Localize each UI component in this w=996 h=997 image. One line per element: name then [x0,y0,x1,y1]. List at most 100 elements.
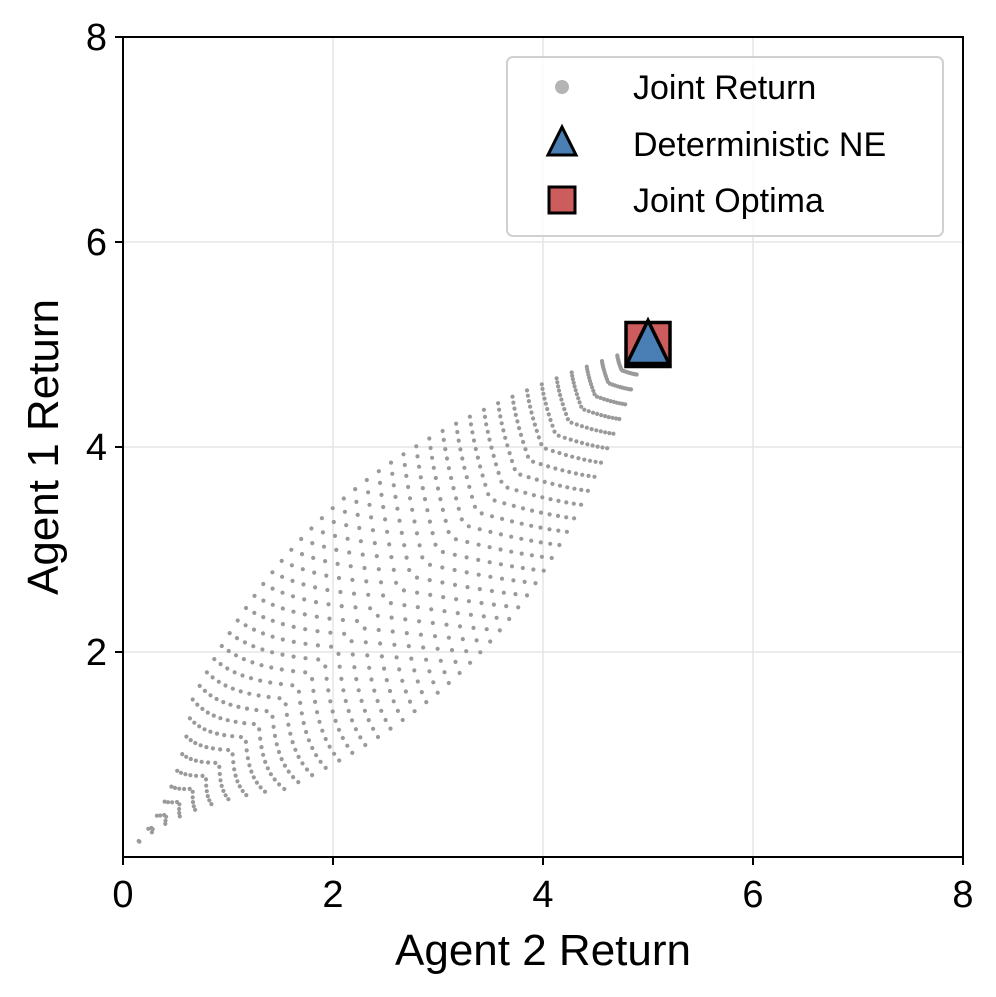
joint-return-point [512,467,517,472]
joint-return-point [137,839,142,844]
joint-return-point [202,688,207,694]
joint-return-point [337,758,342,763]
joint-return-point [496,401,501,406]
joint-return-point [388,726,393,731]
joint-return-point [555,513,561,519]
joint-return-point [403,689,408,694]
joint-return-point [402,462,407,468]
joint-return-point [456,438,461,443]
joint-return-point [605,446,610,451]
joint-return-point [243,623,248,628]
joint-return-point [574,392,580,397]
x-tick-label: 6 [742,874,763,916]
joint-return-point [571,501,576,506]
joint-return-point [574,422,579,427]
joint-return-point [391,567,396,573]
joint-return-point [369,515,374,520]
joint-return-point [470,430,475,435]
joint-return-point [518,472,523,477]
joint-return-point [591,388,596,393]
joint-return-point [634,372,639,377]
joint-return-point [580,472,585,477]
joint-return-point [344,523,349,528]
joint-return-point [317,719,322,724]
joint-return-point [573,471,579,476]
joint-return-point [430,620,435,626]
joint-return-point [313,585,318,590]
joint-return-point [248,676,254,681]
joint-return-point [290,683,295,688]
joint-return-point [252,610,257,616]
joint-return-point [375,698,380,704]
joint-return-point [465,539,470,545]
joint-return-point [336,727,342,732]
joint-return-point [406,644,411,649]
joint-return-point [531,567,536,572]
joint-return-point [427,519,432,524]
joint-return-point [261,581,266,587]
joint-return-point [342,509,347,514]
joint-return-point [496,470,501,475]
joint-return-point [526,475,531,480]
joint-return-point [539,382,544,387]
joint-return-point [482,414,488,419]
joint-return-point [358,735,363,740]
joint-return-point [590,385,595,390]
joint-return-point [530,508,535,513]
joint-return-point [585,488,591,493]
joint-return-point [542,479,547,484]
joint-return-point [394,580,399,585]
joint-return-point [359,698,364,704]
joint-return-point [301,582,306,587]
joint-return-point [226,648,231,654]
joint-return-point [458,447,463,452]
joint-return-point [427,562,433,567]
joint-return-point [336,575,342,581]
joint-return-point [279,558,284,564]
joint-return-point [178,770,184,775]
joint-return-point [446,529,451,535]
joint-return-point [315,710,320,715]
joint-return-point [280,590,285,595]
joint-return-point [562,407,567,412]
joint-return-point [610,415,615,420]
joint-return-point [158,813,163,818]
joint-return-point [542,396,547,401]
joint-return-point [379,708,384,713]
joint-return-point [579,404,584,409]
joint-return-point [414,531,420,536]
joint-return-point [262,789,268,794]
joint-return-point [339,676,344,682]
joint-return-point [550,448,555,454]
joint-return-point [595,444,600,449]
joint-return-point [592,474,597,479]
joint-return-point [498,547,503,552]
joint-return-point [376,469,381,474]
joint-return-point [302,612,307,617]
joint-return-point [280,622,285,627]
joint-return-point [483,482,488,487]
joint-return-point [251,627,257,632]
joint-return-point [331,519,336,525]
joint-return-point [190,795,195,800]
joint-return-point [560,402,565,407]
joint-return-point [613,416,619,421]
joint-return-point [204,670,209,675]
joint-return-point [534,477,539,482]
joint-return-point [291,609,296,614]
joint-return-point [524,388,530,393]
joint-return-point [440,549,445,555]
joint-return-point [502,501,507,506]
joint-return-point [493,462,499,467]
joint-return-point [314,614,319,619]
joint-return-point [395,506,400,511]
joint-return-point [265,766,270,771]
joint-return-point [603,414,608,419]
joint-return-point [492,498,497,503]
joint-return-point [568,437,573,442]
joint-return-point [232,670,237,675]
joint-return-point [187,786,192,792]
joint-return-point [236,704,241,710]
joint-return-point [304,767,310,772]
joint-return-point [548,497,553,502]
